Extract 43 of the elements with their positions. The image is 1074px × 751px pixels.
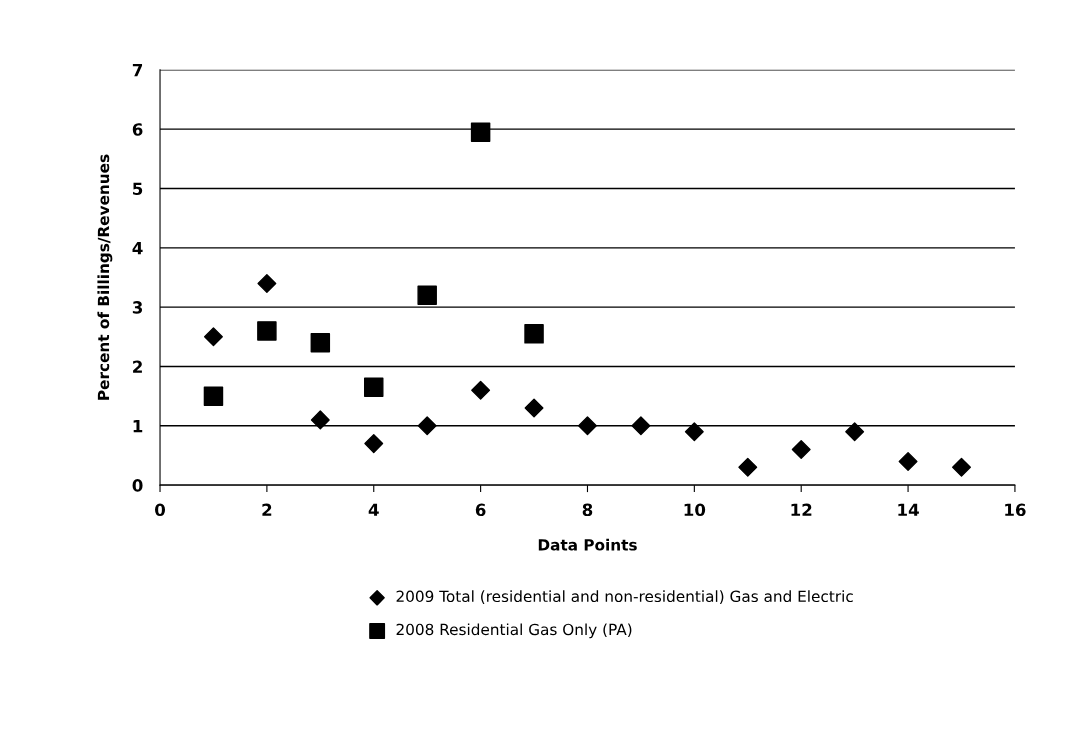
x-tick-label: 12	[791, 503, 812, 516]
point	[952, 457, 971, 477]
x-tick-label: 10	[684, 503, 706, 517]
point	[203, 327, 223, 347]
legend-label: 2008 Residential Gas Only (PA)	[396, 623, 632, 639]
x-axis-title: Data Points	[538, 538, 637, 551]
y-axis-title: Percent of Billings/Revenues	[97, 154, 113, 400]
point	[524, 324, 544, 344]
point	[738, 457, 758, 477]
x-tick-label: 6	[475, 503, 486, 517]
point	[417, 285, 437, 306]
y-tick-label: 7	[132, 64, 143, 77]
x-tick-label: 4	[368, 503, 379, 516]
legend-label: 2009 Total (residential and non-residential) Gas and Electric	[396, 590, 853, 604]
x-tick-label: 0	[155, 503, 166, 517]
point	[470, 122, 491, 142]
point	[684, 422, 704, 442]
point	[524, 398, 544, 418]
point	[257, 273, 277, 293]
point	[577, 416, 597, 436]
point	[417, 416, 437, 436]
point	[364, 434, 384, 454]
x-tick-label: 2	[262, 503, 272, 516]
x-tick-label: 16	[1005, 503, 1026, 517]
y-tick-label: 2	[133, 360, 142, 373]
y-tick-label: 6	[132, 123, 143, 136]
point	[203, 386, 224, 406]
x-tick-label: 8	[582, 503, 593, 517]
y-tick-label: 1	[133, 420, 143, 433]
point	[845, 422, 865, 442]
y-tick-label: 3	[132, 301, 143, 314]
y-tick-label: 5	[133, 182, 143, 196]
point	[310, 410, 330, 430]
point	[791, 440, 811, 460]
point	[310, 333, 331, 353]
point	[364, 377, 384, 398]
point	[257, 321, 277, 341]
point	[471, 380, 491, 400]
y-tick-label: 0	[132, 479, 143, 492]
point	[631, 416, 651, 436]
y-tick-label: 4	[132, 242, 143, 255]
point	[898, 451, 918, 471]
x-tick-label: 14	[898, 503, 919, 516]
